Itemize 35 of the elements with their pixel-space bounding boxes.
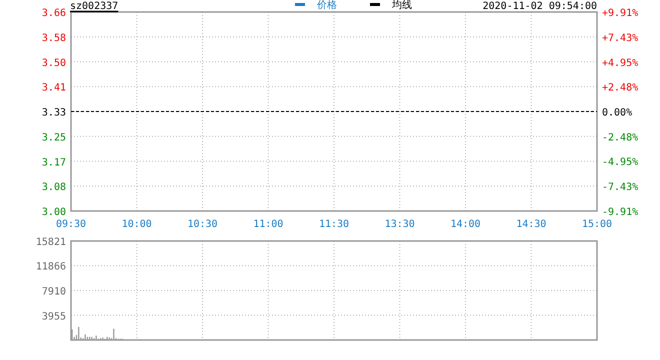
y-tick-label: 3.66 <box>42 8 66 19</box>
y-tick-label: 3.58 <box>42 32 66 44</box>
x-tick-label: 14:00 <box>450 219 481 230</box>
legend-label: 价格 <box>316 0 337 11</box>
x-tick-label: 11:00 <box>253 219 284 230</box>
y-tick-label: 3.33 <box>42 108 66 118</box>
y2-tick-label: +4.95% <box>602 58 638 69</box>
x-tick-label: 15:00 <box>582 219 612 230</box>
y2-tick-label: -4.95% <box>602 157 638 168</box>
y2-tick-label: -2.48% <box>602 132 638 144</box>
y-tick-label: 3955 <box>42 311 66 322</box>
x-tick-label: 09:30 <box>56 219 86 230</box>
annotation: 2020-11-02 09:54:00 <box>482 1 597 12</box>
y-tick-label: 3.25 <box>42 132 66 144</box>
y2-tick-label: 0.00% <box>602 108 632 118</box>
y2-tick-label: -9.91% <box>602 207 638 218</box>
y-tick-label: 3.00 <box>42 207 66 218</box>
x-tick-label: 14:30 <box>516 219 546 230</box>
y-tick-label: 3.50 <box>42 58 66 69</box>
y2-tick-label: +2.48% <box>602 82 638 94</box>
y-tick-label: 3.08 <box>42 182 66 194</box>
y-tick-label: 3.41 <box>42 82 66 94</box>
x-tick-label: 13:30 <box>384 219 415 230</box>
y-tick-label: 3.17 <box>42 157 66 168</box>
y2-tick-label: +9.91% <box>602 8 638 19</box>
y-tick-label: 7910 <box>42 286 66 298</box>
x-tick-label: 10:00 <box>122 219 152 230</box>
legend-label: 均线 <box>391 0 412 11</box>
y-tick-label: 11866 <box>36 262 66 273</box>
chart-title: sz002337 <box>70 1 118 12</box>
y2-tick-label: -7.43% <box>602 182 638 194</box>
x-tick-label: 10:30 <box>187 219 218 230</box>
y2-tick-label: +7.43% <box>602 32 638 44</box>
y-tick-label: 15821 <box>36 237 66 248</box>
x-tick-label: 11:30 <box>318 219 350 230</box>
